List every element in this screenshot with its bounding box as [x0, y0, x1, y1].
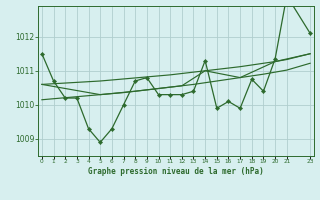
X-axis label: Graphe pression niveau de la mer (hPa): Graphe pression niveau de la mer (hPa) — [88, 167, 264, 176]
